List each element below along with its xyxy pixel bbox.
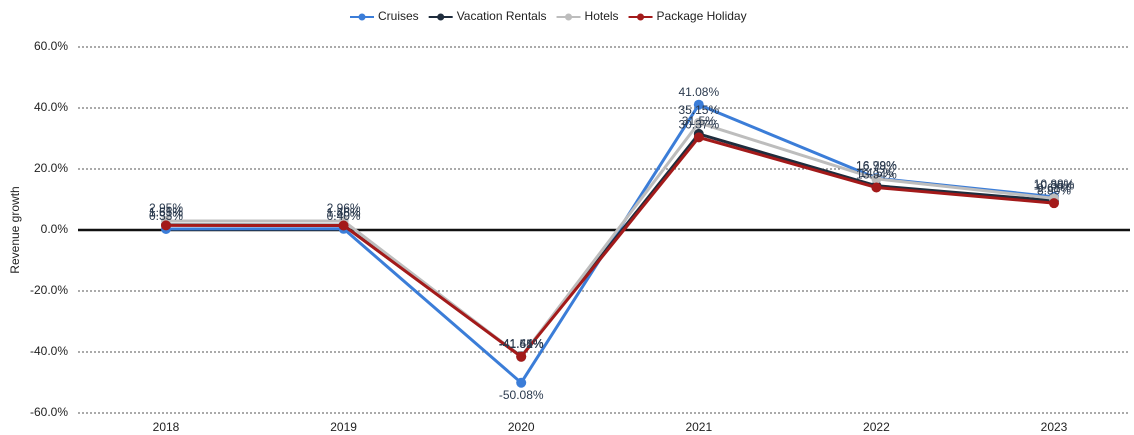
data-label: 0.33% bbox=[149, 209, 183, 223]
data-label: 13.94% bbox=[856, 168, 897, 182]
data-label: 0.40% bbox=[327, 209, 361, 223]
data-label: 10.88% bbox=[1034, 177, 1075, 191]
legend-label: Hotels bbox=[585, 9, 619, 23]
point bbox=[693, 117, 704, 128]
y-tick-label: 0.0% bbox=[41, 222, 69, 236]
data-label: 1.48% bbox=[327, 206, 361, 220]
y-tick-label: 60.0% bbox=[34, 39, 68, 53]
legend-label: Package Holiday bbox=[657, 9, 747, 23]
point bbox=[871, 173, 882, 184]
legend-label: Cruises bbox=[378, 9, 419, 23]
data-label: 35.15% bbox=[678, 103, 719, 117]
point bbox=[871, 182, 882, 193]
y-tick-label: -40.0% bbox=[30, 344, 68, 358]
x-tick-label: 2022 bbox=[863, 420, 890, 434]
data-label: 30.37% bbox=[678, 118, 719, 132]
point bbox=[693, 99, 704, 110]
x-tick-label: 2020 bbox=[508, 420, 535, 434]
legend-dot bbox=[565, 13, 573, 21]
legend-dot bbox=[437, 13, 445, 21]
x-tick-label: 2019 bbox=[330, 420, 357, 434]
data-label: 2.96% bbox=[327, 201, 361, 215]
data-label: 14.5% bbox=[859, 166, 893, 180]
data-label: -41.61% bbox=[499, 337, 544, 351]
data-label: -41.44% bbox=[499, 337, 544, 351]
data-label: 16.78% bbox=[856, 159, 897, 173]
data-label: 1.65% bbox=[149, 205, 183, 219]
data-label: 9.61% bbox=[1037, 181, 1071, 195]
y-tick-label: 20.0% bbox=[34, 161, 68, 175]
data-label: -50.08% bbox=[499, 388, 544, 402]
legend-dot bbox=[358, 13, 366, 21]
y-tick-label: -20.0% bbox=[30, 283, 68, 297]
data-label: 10.38% bbox=[1034, 179, 1075, 193]
data-label: 8.80% bbox=[1037, 183, 1071, 197]
data-label: 1.51% bbox=[149, 206, 183, 220]
point bbox=[161, 220, 171, 231]
series-line bbox=[165, 135, 1055, 359]
data-label: 41.08% bbox=[678, 85, 719, 99]
data-label: 31.5% bbox=[682, 114, 716, 128]
point bbox=[516, 377, 527, 388]
series-line bbox=[165, 121, 1055, 360]
point bbox=[338, 220, 349, 231]
x-tick-label: 2023 bbox=[1041, 420, 1068, 434]
x-tick-label: 2018 bbox=[153, 420, 180, 434]
y-tick-label: -60.0% bbox=[30, 405, 68, 419]
point bbox=[516, 351, 527, 362]
y-tick-label: 40.0% bbox=[34, 100, 68, 114]
point bbox=[1049, 198, 1059, 209]
data-label: 2.95% bbox=[149, 201, 183, 215]
legend-dot bbox=[637, 13, 645, 21]
x-tick-label: 2021 bbox=[685, 420, 712, 434]
data-label: 16.99% bbox=[856, 158, 897, 172]
point bbox=[693, 132, 704, 143]
data-label: 1.56% bbox=[327, 205, 361, 219]
y-axis-label: Revenue growth bbox=[8, 186, 22, 273]
data-label: -41.55% bbox=[499, 337, 544, 351]
legend-label: Vacation Rentals bbox=[457, 9, 547, 23]
